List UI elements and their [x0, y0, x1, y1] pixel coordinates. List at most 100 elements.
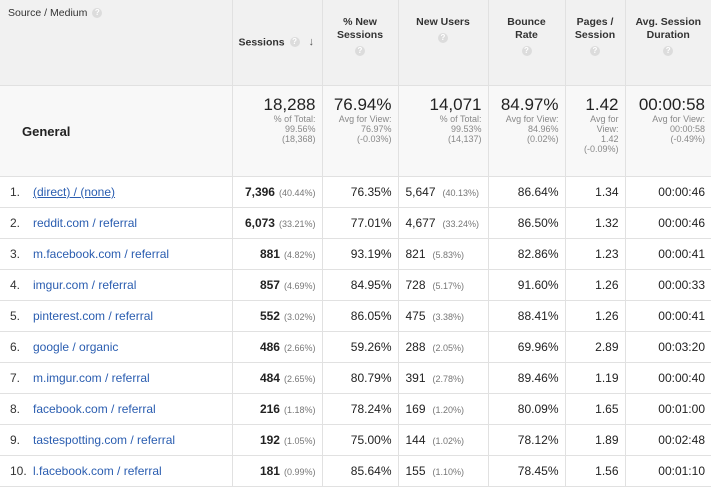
table-row: 7. m.imgur.com / referral 484 (2.65%) 80.79%…	[0, 362, 711, 394]
row-number: 3.	[10, 247, 21, 261]
new-users-percent: (3.38%)	[432, 312, 465, 322]
new-users-percent: (40.13%)	[442, 188, 480, 198]
source-cell: 3. m.facebook.com / referral	[0, 238, 233, 270]
col-new-sessions[interactable]: % New Sessions ?	[322, 0, 399, 86]
sessions-value: 192	[259, 433, 280, 447]
help-icon[interactable]: ?	[590, 46, 600, 56]
col-sessions[interactable]: Sessions ? ↓	[232, 0, 323, 86]
summary-sub: 99.56%	[284, 124, 316, 134]
avg-duration-cell: 00:00:40	[625, 362, 711, 394]
source-medium-link[interactable]: facebook.com / referral	[33, 402, 156, 416]
new-sessions-cell: 76.35%	[322, 176, 399, 208]
row-number: 4.	[10, 278, 21, 292]
summary-sub: 00:00:58	[669, 124, 705, 134]
new-users-cell: 4,677 (33.24%)	[398, 207, 489, 239]
avg-duration-cell: 00:03:20	[625, 331, 711, 363]
source-medium-link[interactable]: m.imgur.com / referral	[33, 371, 150, 385]
sessions-percent: (0.99%)	[283, 467, 316, 477]
row-number: 7.	[10, 371, 21, 385]
col-source-medium[interactable]: Source / Medium ?	[0, 0, 233, 86]
col-source-medium-label: Source / Medium	[8, 7, 88, 19]
summary-sub: (18,368)	[281, 134, 316, 144]
summary-sub: Avg for View:	[338, 114, 392, 124]
source-medium-link[interactable]: imgur.com / referral	[33, 278, 137, 292]
bounce-rate-cell: 86.50%	[488, 207, 566, 239]
summary-sub: (-0.03%)	[356, 134, 392, 144]
new-users-percent: (1.02%)	[432, 436, 465, 446]
bounce-rate-cell: 78.12%	[488, 424, 566, 456]
summary-sub: View:	[596, 124, 619, 134]
new-users-value: 821	[405, 247, 426, 261]
bounce-rate-cell: 80.09%	[488, 393, 566, 425]
new-users-value: 144	[405, 433, 426, 447]
source-medium-link[interactable]: l.facebook.com / referral	[33, 464, 162, 478]
table-row: 9. tastespotting.com / referral 192 (1.05%)…	[0, 424, 711, 456]
source-medium-link[interactable]: m.facebook.com / referral	[33, 247, 170, 261]
col-avg-session-duration[interactable]: Avg. Session Duration ?	[625, 0, 711, 86]
source-cell: 9. tastespotting.com / referral	[0, 424, 233, 456]
source-medium-link[interactable]: google / organic	[33, 340, 119, 354]
help-icon[interactable]: ?	[663, 46, 674, 56]
source-medium-link[interactable]: (direct) / (none)	[33, 185, 116, 199]
new-users-value: 5,647	[405, 185, 436, 199]
avg-duration-cell: 00:00:41	[625, 300, 711, 332]
summary-new-sessions: 76.94% Avg for View: 76.97% (-0.03%)	[322, 85, 399, 177]
summary-sub: Avg for View:	[505, 114, 559, 124]
new-users-percent: (33.24%)	[442, 219, 480, 229]
help-icon[interactable]: ?	[92, 8, 103, 19]
new-users-cell: 391 (2.78%)	[398, 362, 489, 394]
sessions-percent: (4.82%)	[283, 250, 316, 260]
col-sessions-label: Sessions	[238, 36, 285, 49]
new-users-cell: 5,647 (40.13%)	[398, 176, 489, 208]
avg-duration-cell: 00:00:46	[625, 207, 711, 239]
source-cell: 7. m.imgur.com / referral	[0, 362, 233, 394]
sessions-value: 552	[259, 309, 280, 323]
col-bounce-rate[interactable]: Bounce Rate ?	[488, 0, 566, 86]
new-sessions-cell: 80.79%	[322, 362, 399, 394]
sessions-value: 881	[259, 247, 280, 261]
source-cell: 4. imgur.com / referral	[0, 269, 233, 301]
new-sessions-cell: 84.95%	[322, 269, 399, 301]
summary-sub: (-0.09%)	[583, 144, 619, 154]
summary-label: General	[0, 85, 233, 177]
sessions-cell: 181 (0.99%)	[232, 455, 323, 487]
new-users-value: 4,677	[405, 216, 436, 230]
table-row: 2. reddit.com / referral 6,073 (33.21%) 77.0…	[0, 207, 711, 239]
summary-sub: 84.96%	[527, 124, 559, 134]
summary-sub: 76.97%	[360, 124, 392, 134]
row-number: 9.	[10, 433, 21, 447]
source-medium-link[interactable]: reddit.com / referral	[33, 216, 138, 230]
new-users-percent: (5.17%)	[432, 281, 465, 291]
row-number: 1.	[10, 185, 21, 199]
summary-new-sessions-value: 76.94%	[333, 95, 392, 114]
sort-down-arrow-icon[interactable]: ↓	[308, 35, 314, 48]
avg-duration-cell: 00:01:00	[625, 393, 711, 425]
table-row: 4. imgur.com / referral 857 (4.69%) 84.95% 72…	[0, 269, 711, 301]
source-medium-link[interactable]: pinterest.com / referral	[33, 309, 154, 323]
sessions-value: 216	[259, 402, 280, 416]
help-icon[interactable]: ?	[289, 37, 300, 48]
col-pages-session[interactable]: Pages / Session ?	[565, 0, 626, 86]
help-icon[interactable]: ?	[438, 33, 448, 43]
new-users-percent: (1.20%)	[432, 405, 465, 415]
sessions-percent: (1.05%)	[283, 436, 316, 446]
pages-session-cell: 1.26	[565, 300, 626, 332]
source-cell: 10. l.facebook.com / referral	[0, 455, 233, 487]
row-number: 5.	[10, 309, 21, 323]
summary-sub: (14,137)	[447, 134, 482, 144]
bounce-rate-cell: 89.46%	[488, 362, 566, 394]
help-icon[interactable]: ?	[521, 46, 532, 56]
sessions-value: 486	[259, 340, 280, 354]
new-users-percent: (2.78%)	[432, 374, 465, 384]
pages-session-cell: 1.34	[565, 176, 626, 208]
sessions-value: 6,073	[244, 216, 275, 230]
help-icon[interactable]: ?	[355, 46, 365, 56]
summary-sub: % of Total:	[273, 114, 316, 124]
new-sessions-cell: 75.00%	[322, 424, 399, 456]
new-users-value: 475	[405, 309, 426, 323]
col-new-users[interactable]: New Users ?	[398, 0, 489, 86]
summary-bounce-rate-value: 84.97%	[500, 95, 559, 114]
new-users-cell: 475 (3.38%)	[398, 300, 489, 332]
source-medium-link[interactable]: tastespotting.com / referral	[33, 433, 176, 447]
